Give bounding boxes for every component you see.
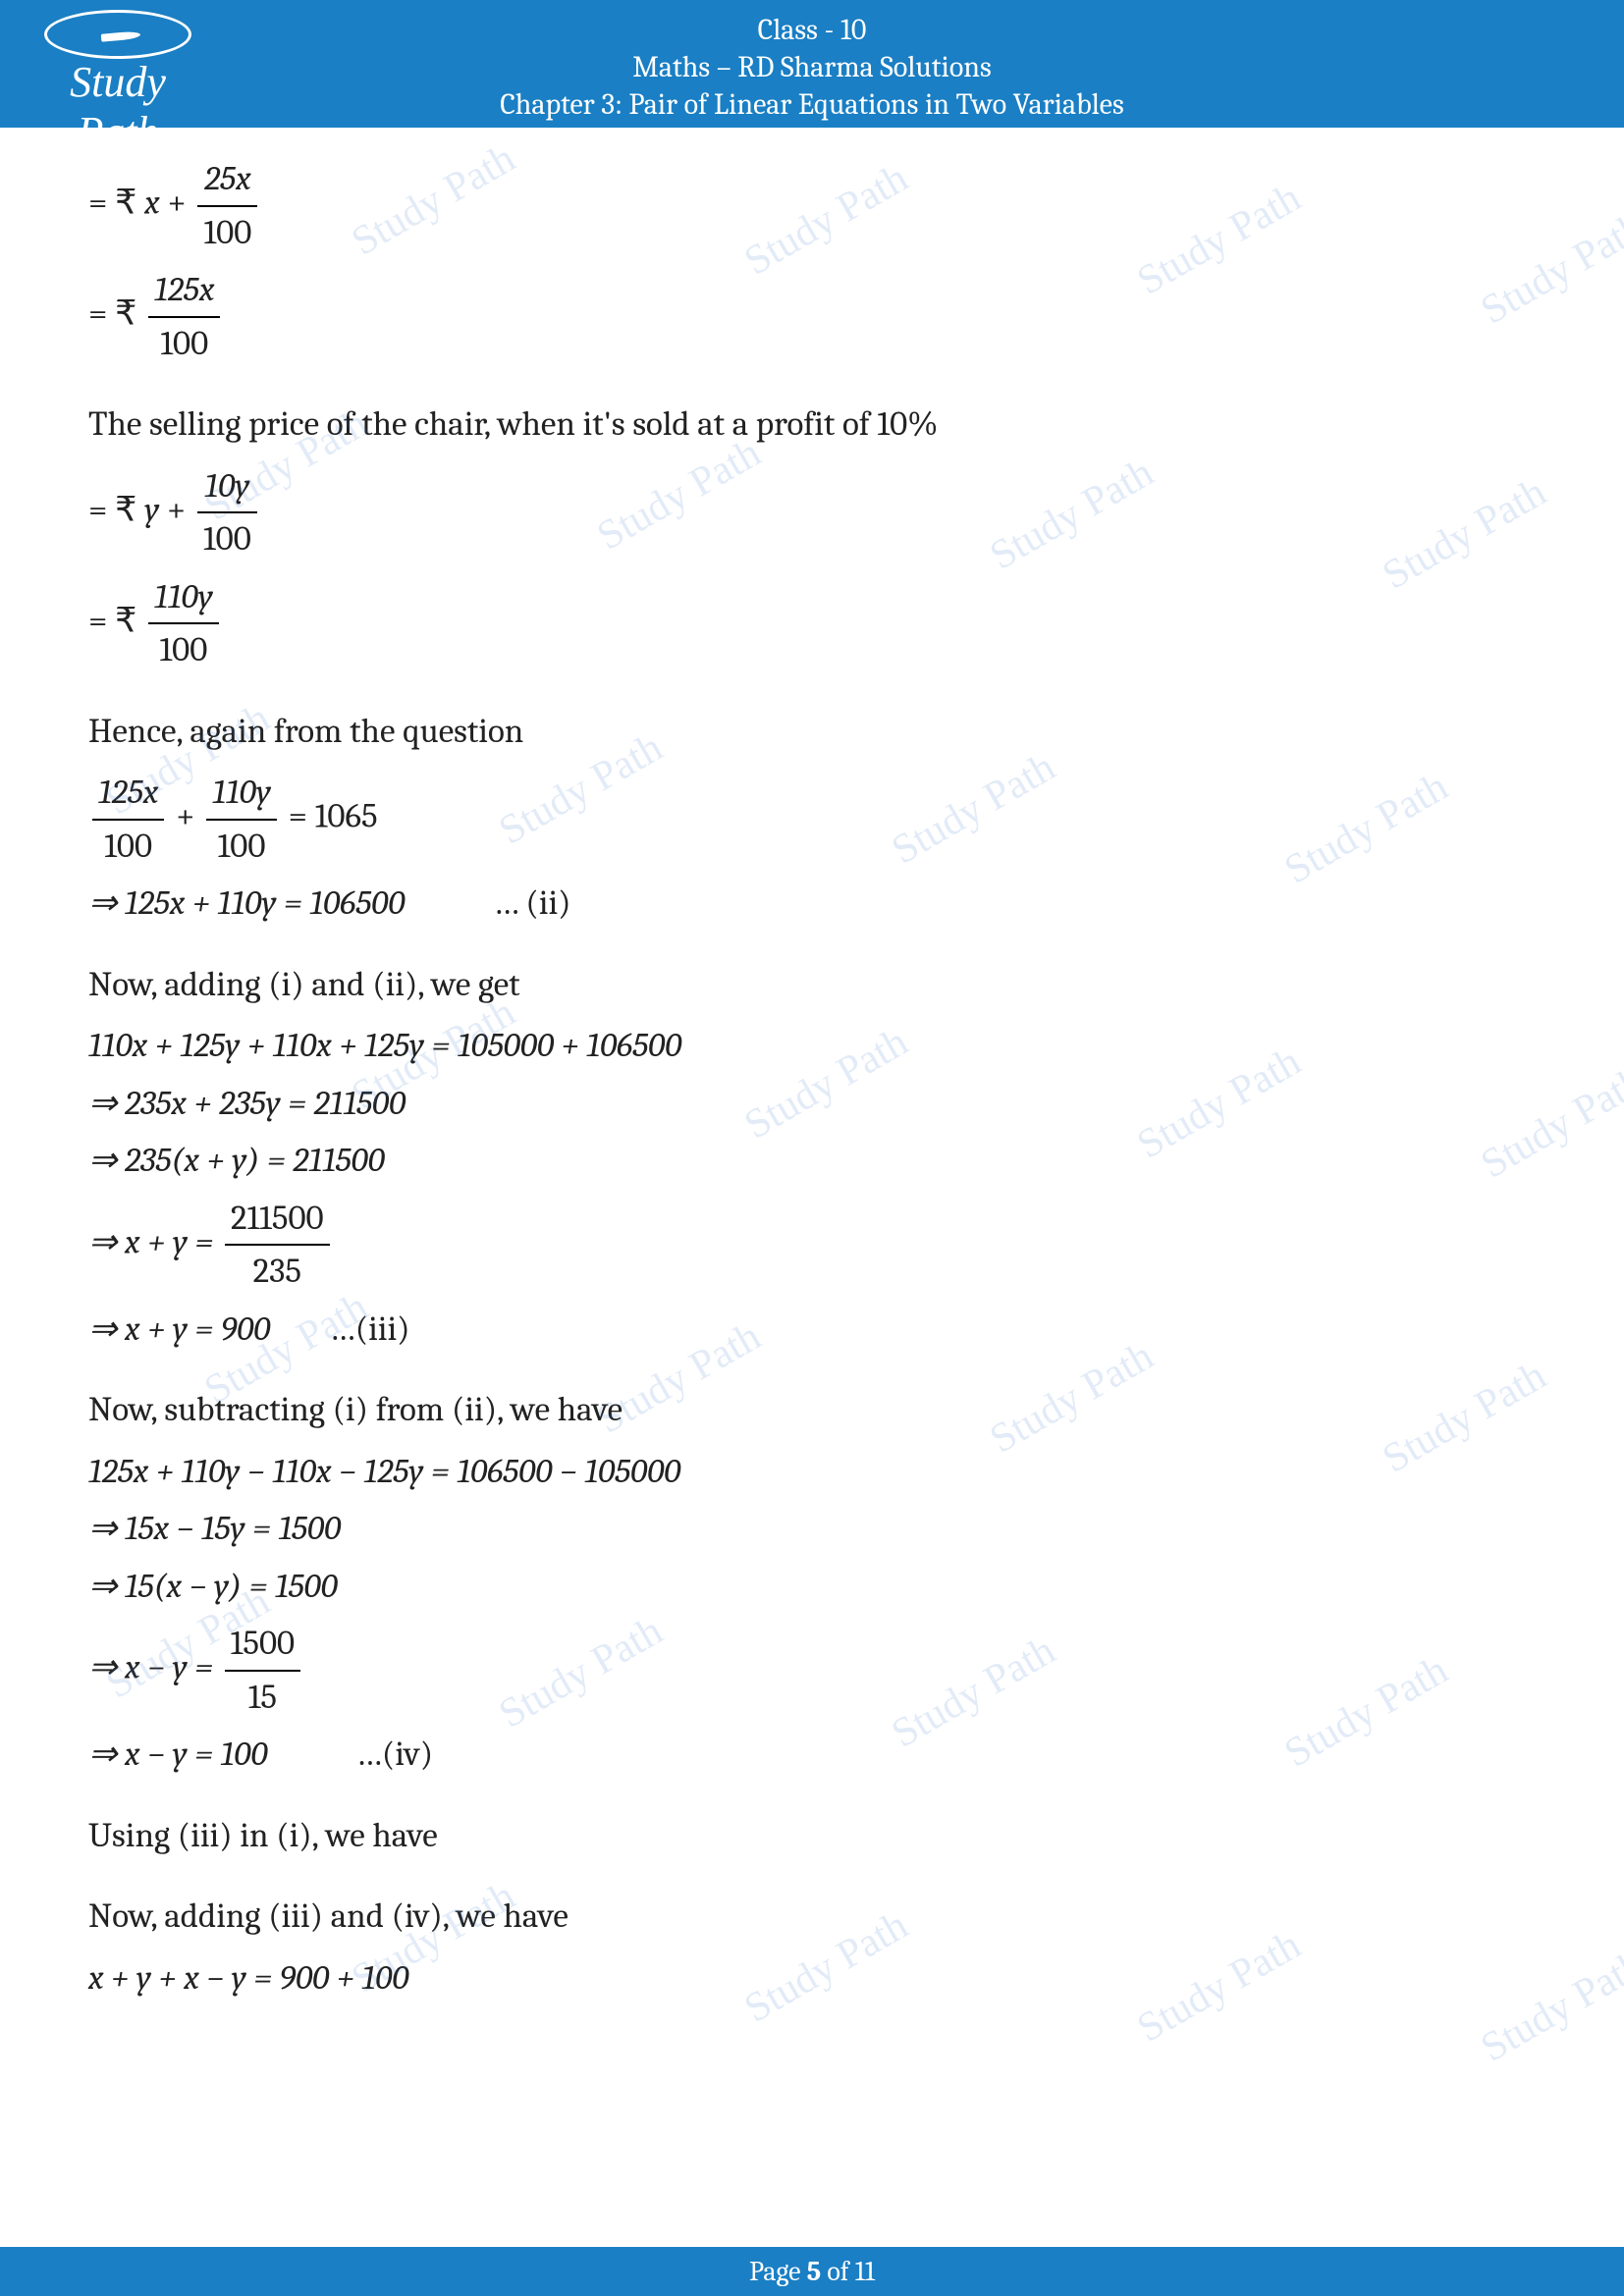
equation-line: = ₹ x + 25x100 bbox=[88, 153, 1536, 258]
logo-oval bbox=[44, 10, 191, 59]
fraction: 10y100 bbox=[197, 460, 257, 565]
paragraph: Now, subtracting (i) from (ii), we have bbox=[88, 1384, 1536, 1436]
logo: Study Path bbox=[29, 10, 206, 118]
eq-text: ⇒ x + y = 900 bbox=[88, 1308, 270, 1349]
fraction: 25x100 bbox=[197, 153, 257, 258]
numerator: 110y bbox=[148, 571, 219, 625]
equation-line: ⇒ 15x − 15y = 1500 bbox=[88, 1503, 1536, 1555]
fraction: 110y100 bbox=[148, 571, 219, 676]
numerator: 125x bbox=[148, 264, 220, 318]
denominator: 100 bbox=[197, 513, 257, 565]
equation-line: ⇒ 125x + 110y = 106500 … (ii) bbox=[88, 878, 1536, 930]
footer-current-page: 5 bbox=[807, 2256, 822, 2287]
eq-text: = ₹ bbox=[88, 294, 144, 334]
denominator: 100 bbox=[206, 821, 277, 873]
eq-text: ⇒ x − y = bbox=[88, 1647, 221, 1687]
fraction: 211500235 bbox=[225, 1193, 330, 1298]
paragraph: Using (iii) in (i), we have bbox=[88, 1810, 1536, 1862]
equation-line: 110x + 125y + 110x + 125y = 105000 + 106… bbox=[88, 1020, 1536, 1072]
denominator: 100 bbox=[197, 207, 257, 259]
eq-text: = ₹ bbox=[88, 183, 144, 223]
header-chapter: Chapter 3: Pair of Linear Equations in T… bbox=[0, 86, 1624, 124]
paragraph: The selling price of the chair, when it'… bbox=[88, 399, 1536, 451]
header-subject: Maths – RD Sharma Solutions bbox=[0, 49, 1624, 86]
eq-text: = 1065 bbox=[281, 796, 378, 836]
equation-line: ⇒ x − y = 100 …(iv) bbox=[88, 1729, 1536, 1781]
fraction: 150015 bbox=[225, 1618, 301, 1723]
eq-text: = ₹ bbox=[88, 600, 144, 640]
eq-label: …(iii) bbox=[329, 1304, 409, 1356]
equation-line: ⇒ 15(x − y) = 1500 bbox=[88, 1561, 1536, 1613]
numerator: 10y bbox=[197, 460, 257, 514]
footer-prefix: Page bbox=[749, 2256, 807, 2287]
equation-line: x + y + x − y = 900 + 100 bbox=[88, 1952, 1536, 2004]
eq-text: + bbox=[160, 183, 194, 223]
footer-middle: of bbox=[821, 2256, 855, 2287]
paragraph: Now, adding (i) and (ii), we get bbox=[88, 959, 1536, 1011]
paragraph: Now, adding (iii) and (iv), we have bbox=[88, 1891, 1536, 1943]
eq-label: … (ii) bbox=[493, 878, 570, 930]
page-content: = ₹ x + 25x100 = ₹ 125x100 The selling p… bbox=[0, 128, 1624, 2003]
equation-line: = ₹ 125x100 bbox=[88, 264, 1536, 369]
eq-var: y bbox=[144, 489, 159, 529]
denominator: 15 bbox=[225, 1672, 301, 1724]
denominator: 100 bbox=[148, 624, 219, 676]
equation-line: ⇒ x − y = 150015 bbox=[88, 1618, 1536, 1723]
page-footer: Page 5 of 11 bbox=[0, 2247, 1624, 2296]
header-class: Class - 10 bbox=[0, 12, 1624, 49]
paragraph: Hence, again from the question bbox=[88, 706, 1536, 758]
fraction: 110y100 bbox=[206, 767, 277, 872]
eq-label: …(iv) bbox=[356, 1729, 434, 1781]
eq-text: + bbox=[159, 489, 193, 529]
footer-total-pages: 11 bbox=[855, 2256, 875, 2287]
equation-line: = ₹ 110y100 bbox=[88, 571, 1536, 676]
numerator: 211500 bbox=[225, 1193, 330, 1247]
eq-text: ⇒ 125x + 110y = 106500 bbox=[88, 882, 405, 923]
numerator: 125x bbox=[92, 767, 164, 821]
denominator: 235 bbox=[225, 1246, 330, 1298]
equation-line: ⇒ 235x + 235y = 211500 bbox=[88, 1078, 1536, 1130]
eq-text: ⇒ x + y = bbox=[88, 1221, 221, 1261]
denominator: 100 bbox=[92, 821, 164, 873]
fraction: 125x100 bbox=[148, 264, 220, 369]
numerator: 1500 bbox=[225, 1618, 301, 1672]
equation-line: ⇒ 235(x + y) = 211500 bbox=[88, 1135, 1536, 1187]
fraction: 125x100 bbox=[92, 767, 164, 872]
page-header: Study Path Class - 10 Maths – RD Sharma … bbox=[0, 0, 1624, 128]
eq-text: + bbox=[168, 796, 202, 836]
equation-line: ⇒ x + y = 211500235 bbox=[88, 1193, 1536, 1298]
equation-line: 125x + 110y − 110x − 125y = 106500 − 105… bbox=[88, 1446, 1536, 1498]
denominator: 100 bbox=[148, 318, 220, 370]
equation-line: 125x100 + 110y100 = 1065 bbox=[88, 767, 1536, 872]
eq-var: x bbox=[144, 183, 160, 223]
equation-line: ⇒ x + y = 900 …(iii) bbox=[88, 1304, 1536, 1356]
numerator: 110y bbox=[206, 767, 277, 821]
eq-text: = ₹ bbox=[88, 489, 144, 529]
numerator: 25x bbox=[197, 153, 257, 207]
eq-text: ⇒ x − y = 100 bbox=[88, 1734, 268, 1774]
equation-line: = ₹ y + 10y100 bbox=[88, 460, 1536, 565]
pen-icon bbox=[101, 30, 141, 41]
